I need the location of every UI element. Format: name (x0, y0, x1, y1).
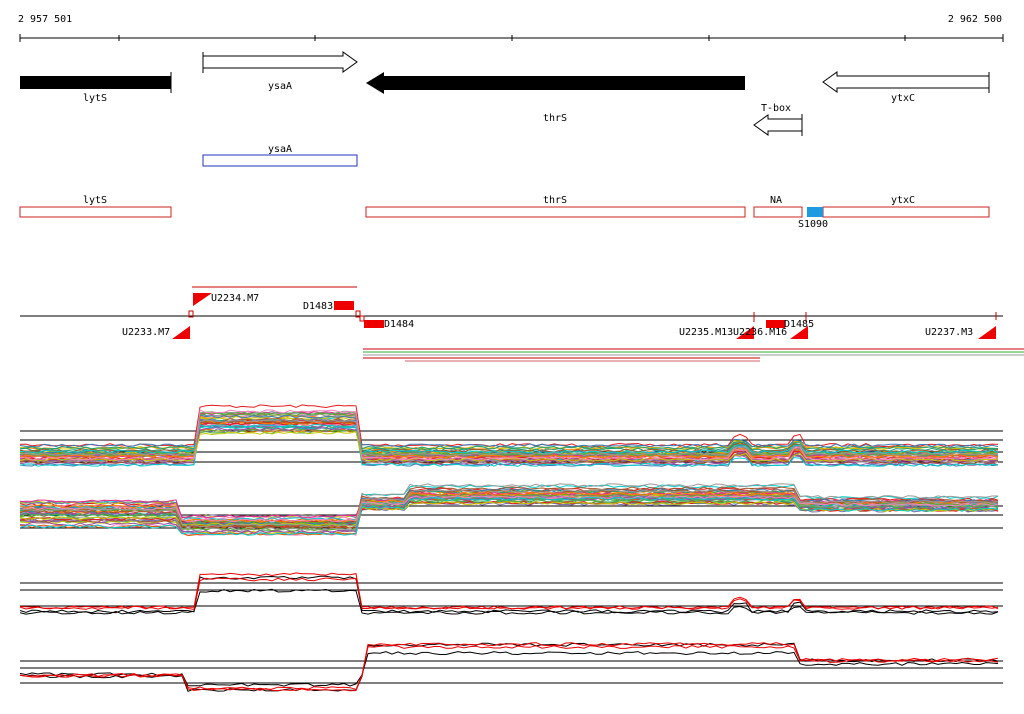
trace (19, 426, 999, 467)
trace (19, 489, 999, 528)
ruler (19, 34, 1004, 42)
read-lines (363, 348, 1024, 362)
trace (19, 430, 999, 462)
segment-markers (172, 293, 996, 339)
trace (19, 495, 999, 523)
gene-ytxC (822, 71, 990, 93)
trace (19, 642, 999, 692)
cds-box (202, 154, 358, 167)
segment-label: U2237.M3 (925, 327, 973, 338)
gene-lytS (20, 76, 171, 89)
segment-label: D1485 (784, 319, 814, 330)
trace (19, 420, 999, 459)
trace (19, 588, 999, 615)
gene-thrS (366, 72, 745, 94)
gene-ysaA (202, 51, 358, 73)
gene-label: thrS (543, 113, 567, 124)
segment-label: D1483 (303, 301, 333, 312)
trace (19, 418, 999, 457)
annotation-label: thrS (543, 195, 567, 206)
trace (19, 642, 999, 692)
gene-label: lytS (83, 93, 107, 104)
segment-ticks (188, 310, 997, 322)
trace (19, 417, 999, 465)
trace (19, 424, 999, 454)
trace (19, 651, 999, 687)
trace (19, 404, 999, 448)
trace (19, 492, 999, 519)
site-label: S1090 (798, 219, 828, 230)
trace (19, 409, 999, 461)
annotation-label: NA (770, 195, 782, 206)
annotation-boxes (19, 206, 990, 218)
annotation-label: ytxC (891, 195, 915, 206)
expression-traces (19, 404, 1003, 692)
ruler-start: 2 957 501 (18, 14, 72, 25)
gene-label: ysaA (268, 81, 292, 92)
trace (19, 572, 999, 610)
trace (19, 424, 999, 450)
segment-label: U2236.M16 (733, 327, 787, 338)
segment-label: U2233.M7 (122, 327, 170, 338)
gene-label: ytxC (891, 93, 915, 104)
trace (19, 496, 999, 536)
ruler-end: 2 962 500 (948, 14, 1002, 25)
cds-label: ysaA (268, 144, 292, 155)
trace (19, 644, 999, 691)
segment-label: U2235.M13 (679, 327, 733, 338)
segment-label: U2234.M7 (211, 293, 259, 304)
segment-label: D1484 (384, 319, 414, 330)
gene-tbox (753, 114, 803, 136)
trace (19, 496, 999, 535)
trace (19, 412, 999, 467)
trace (19, 424, 999, 448)
gene-label: T-box (761, 103, 791, 114)
trace (19, 412, 999, 456)
annotation-label: lytS (83, 195, 107, 206)
site-box (807, 207, 823, 217)
trace (19, 421, 999, 466)
